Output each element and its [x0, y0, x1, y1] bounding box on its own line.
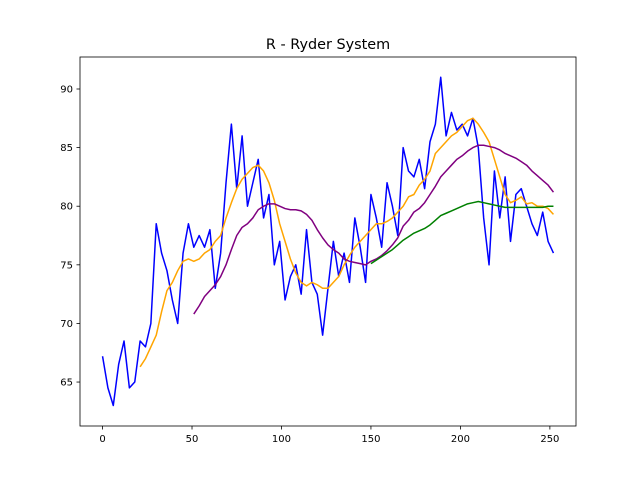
- line-series: [193, 144, 555, 315]
- line-series: [370, 200, 554, 265]
- y-tick-label: 65: [60, 378, 73, 389]
- x-tick-label: 250: [540, 434, 559, 445]
- chart-title: R - Ryder System: [266, 37, 390, 53]
- y-tick-label: 70: [60, 319, 73, 330]
- x-tick-label: 150: [361, 434, 380, 445]
- plot-frame: [79, 56, 577, 427]
- y-tick-label: 80: [60, 202, 73, 213]
- y-tick-label: 85: [60, 143, 73, 154]
- x-tick-label: 0: [99, 434, 105, 445]
- y-tick-label: 75: [60, 260, 73, 271]
- x-tick-label: 100: [272, 434, 291, 445]
- y-tick-label: 90: [60, 85, 73, 96]
- x-tick-label: 200: [451, 434, 470, 445]
- x-tick-label: 50: [186, 434, 199, 445]
